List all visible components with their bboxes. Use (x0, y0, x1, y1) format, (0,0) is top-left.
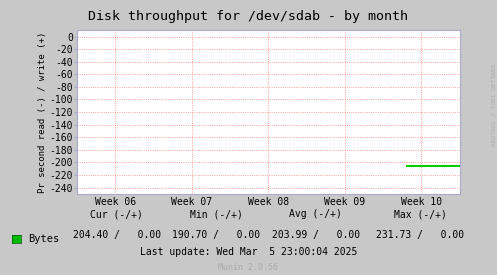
Text: Max (-/+): Max (-/+) (394, 209, 446, 219)
Text: Bytes: Bytes (28, 234, 60, 244)
Text: Min (-/+): Min (-/+) (190, 209, 243, 219)
Text: Last update: Wed Mar  5 23:00:04 2025: Last update: Wed Mar 5 23:00:04 2025 (140, 247, 357, 257)
Text: Avg (-/+): Avg (-/+) (289, 209, 342, 219)
Text: 203.99 /   0.00: 203.99 / 0.00 (271, 230, 360, 240)
Text: Cur (-/+): Cur (-/+) (90, 209, 143, 219)
Text: 204.40 /   0.00: 204.40 / 0.00 (73, 230, 161, 240)
Text: Munin 2.0.56: Munin 2.0.56 (219, 263, 278, 272)
Text: 190.70 /   0.00: 190.70 / 0.00 (172, 230, 260, 240)
Y-axis label: Pr second read (-) / write (+): Pr second read (-) / write (+) (38, 31, 47, 193)
Text: Disk throughput for /dev/sdab - by month: Disk throughput for /dev/sdab - by month (88, 10, 409, 23)
Text: 231.73 /   0.00: 231.73 / 0.00 (376, 230, 464, 240)
Text: RRDTOOL / TOBI OETIKER: RRDTOOL / TOBI OETIKER (491, 63, 496, 146)
